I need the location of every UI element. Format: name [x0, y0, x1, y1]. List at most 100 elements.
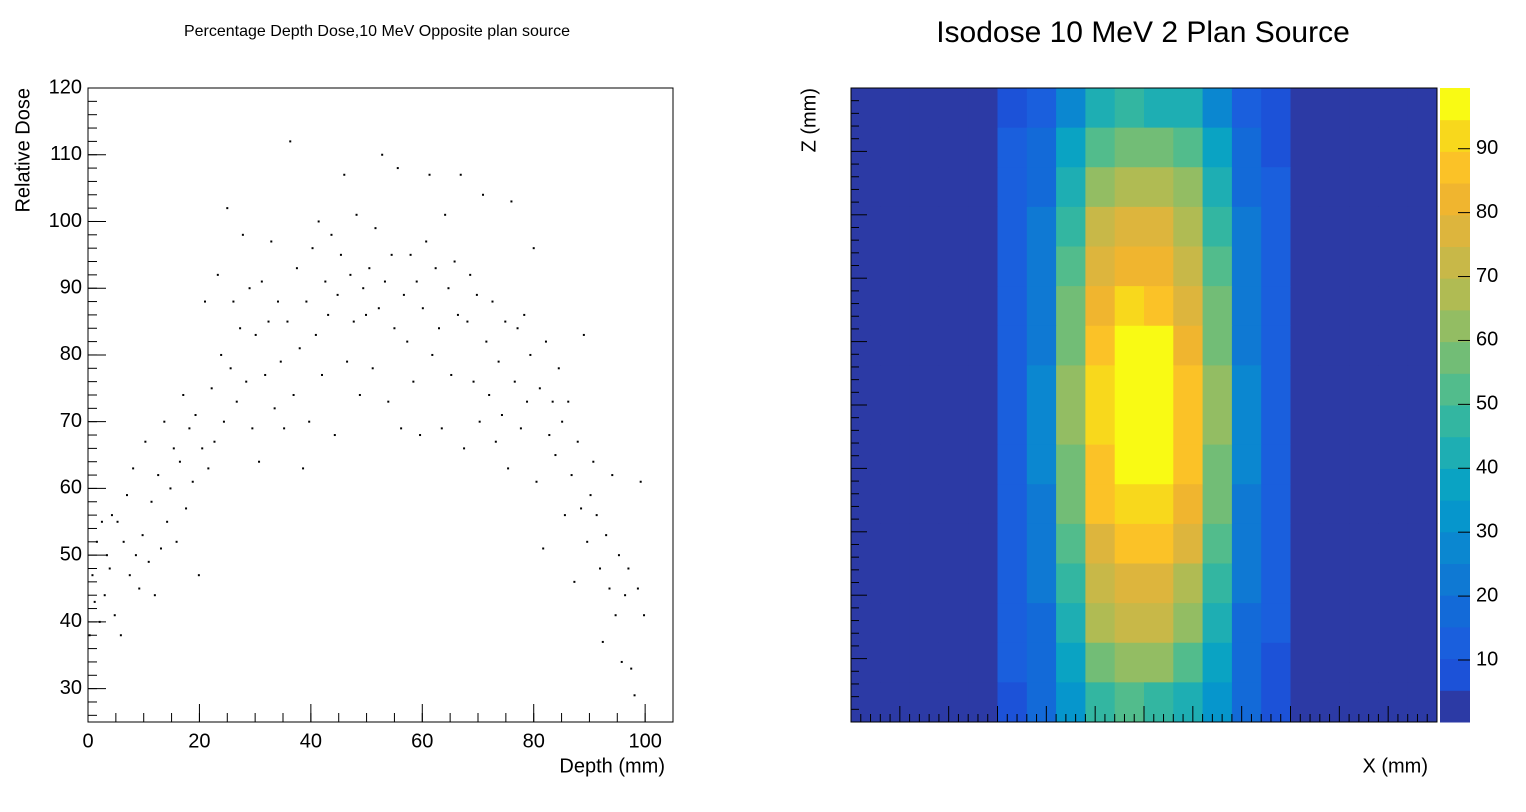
- heatmap-cell: [1085, 484, 1116, 525]
- point: [191, 480, 194, 483]
- heatmap-cell: [938, 603, 969, 644]
- point: [213, 440, 216, 443]
- heatmap-cell: [1026, 206, 1057, 247]
- heatmap-cell: [1231, 127, 1262, 168]
- heatmap-cell: [1261, 682, 1291, 723]
- heatmap-cell: [880, 325, 911, 366]
- point: [542, 547, 545, 550]
- heatmap-cell: [851, 405, 881, 446]
- heatmap-cell: [909, 603, 940, 644]
- point: [178, 460, 181, 463]
- point: [241, 233, 244, 236]
- point: [614, 614, 617, 617]
- heatmap-cell: [1407, 127, 1438, 168]
- y-tick-label: 70: [60, 410, 82, 432]
- heatmap-cell: [1261, 523, 1291, 564]
- point: [561, 420, 564, 423]
- heatmap-cell: [1026, 603, 1057, 644]
- colorbar-tick-label: 80: [1476, 201, 1498, 223]
- heatmap-cell: [1173, 365, 1204, 406]
- colorbar-tick-label: 10: [1476, 648, 1498, 670]
- y-tick-label: 110: [50, 143, 82, 165]
- heatmap-cell: [909, 523, 940, 564]
- heatmap-cell: [1407, 523, 1438, 564]
- point: [358, 393, 361, 396]
- point: [633, 694, 636, 697]
- point: [617, 554, 620, 557]
- heatmap-cell: [997, 523, 1028, 564]
- heatmap-cell: [1202, 682, 1233, 723]
- heatmap-cell: [1026, 642, 1057, 683]
- heatmap-cell: [1202, 127, 1233, 168]
- heatmap-cell: [997, 563, 1028, 604]
- colorbar-band: [1440, 341, 1470, 374]
- heatmap-cell: [1349, 642, 1379, 683]
- point: [497, 360, 500, 363]
- point: [544, 340, 547, 343]
- heatmap-cell: [997, 444, 1028, 485]
- heatmap-cell: [909, 127, 940, 168]
- point: [239, 327, 242, 330]
- heatmap-cell: [938, 563, 969, 604]
- heatmap-cell: [997, 206, 1028, 247]
- heatmap-cell: [880, 127, 911, 168]
- point: [538, 387, 541, 390]
- heatmap-cell: [1231, 484, 1262, 525]
- point: [504, 320, 507, 323]
- heatmap-cell: [1290, 88, 1321, 129]
- heatmap-cell: [968, 286, 998, 327]
- heatmap-cell: [1378, 682, 1409, 723]
- heatmap-cell: [1349, 365, 1379, 406]
- heatmap-cell: [1407, 206, 1438, 247]
- heatmap-cell: [1407, 325, 1438, 366]
- point: [91, 574, 94, 577]
- point: [466, 320, 469, 323]
- point: [267, 320, 270, 323]
- heatmap-cell: [1114, 325, 1145, 366]
- heatmap-cell: [1173, 88, 1204, 129]
- heatmap-cell: [1407, 444, 1438, 485]
- heatmap-cell: [1407, 405, 1438, 446]
- point: [339, 253, 342, 256]
- heatmap-cell: [1144, 642, 1174, 683]
- chart-title: Percentage Depth Dose,10 MeV Opposite pl…: [184, 23, 570, 40]
- point: [494, 440, 497, 443]
- heatmap-cell: [938, 88, 969, 129]
- heatmap-cell: [1378, 246, 1409, 287]
- heatmap-cell: [1114, 206, 1145, 247]
- heatmap-cell: [1026, 325, 1057, 366]
- heatmap-cell: [1407, 246, 1438, 287]
- heatmap-cell: [1349, 603, 1379, 644]
- point: [402, 293, 405, 296]
- heatmap-cell: [997, 286, 1028, 327]
- point: [270, 240, 273, 243]
- point: [298, 347, 301, 350]
- heatmap-cell: [1349, 405, 1379, 446]
- point: [491, 300, 494, 303]
- heatmap-cell: [1261, 325, 1291, 366]
- heatmap-cell: [938, 325, 969, 366]
- heatmap-cell: [1378, 88, 1409, 129]
- x-axis-label: Depth (mm): [559, 755, 665, 777]
- point: [251, 427, 254, 430]
- point: [336, 293, 339, 296]
- plot-frame: [87, 87, 674, 723]
- point: [390, 253, 393, 256]
- heatmap-cell: [938, 127, 969, 168]
- heatmap-cell: [997, 642, 1028, 683]
- heatmap-cell: [880, 365, 911, 406]
- heatmap-cell: [1144, 405, 1174, 446]
- heatmap-cell: [1056, 246, 1086, 287]
- point: [229, 367, 232, 370]
- point: [327, 313, 330, 316]
- heatmap-cell: [1202, 325, 1233, 366]
- point: [371, 367, 374, 370]
- colorbar-band: [1440, 214, 1470, 247]
- heatmap-cell: [1319, 603, 1350, 644]
- heatmap-cell: [1056, 603, 1086, 644]
- heatmap-cell: [1349, 88, 1379, 129]
- heatmap-cell: [909, 206, 940, 247]
- heatmap-cell: [1202, 246, 1233, 287]
- point: [548, 434, 551, 437]
- y-tick-label: 90: [60, 276, 82, 298]
